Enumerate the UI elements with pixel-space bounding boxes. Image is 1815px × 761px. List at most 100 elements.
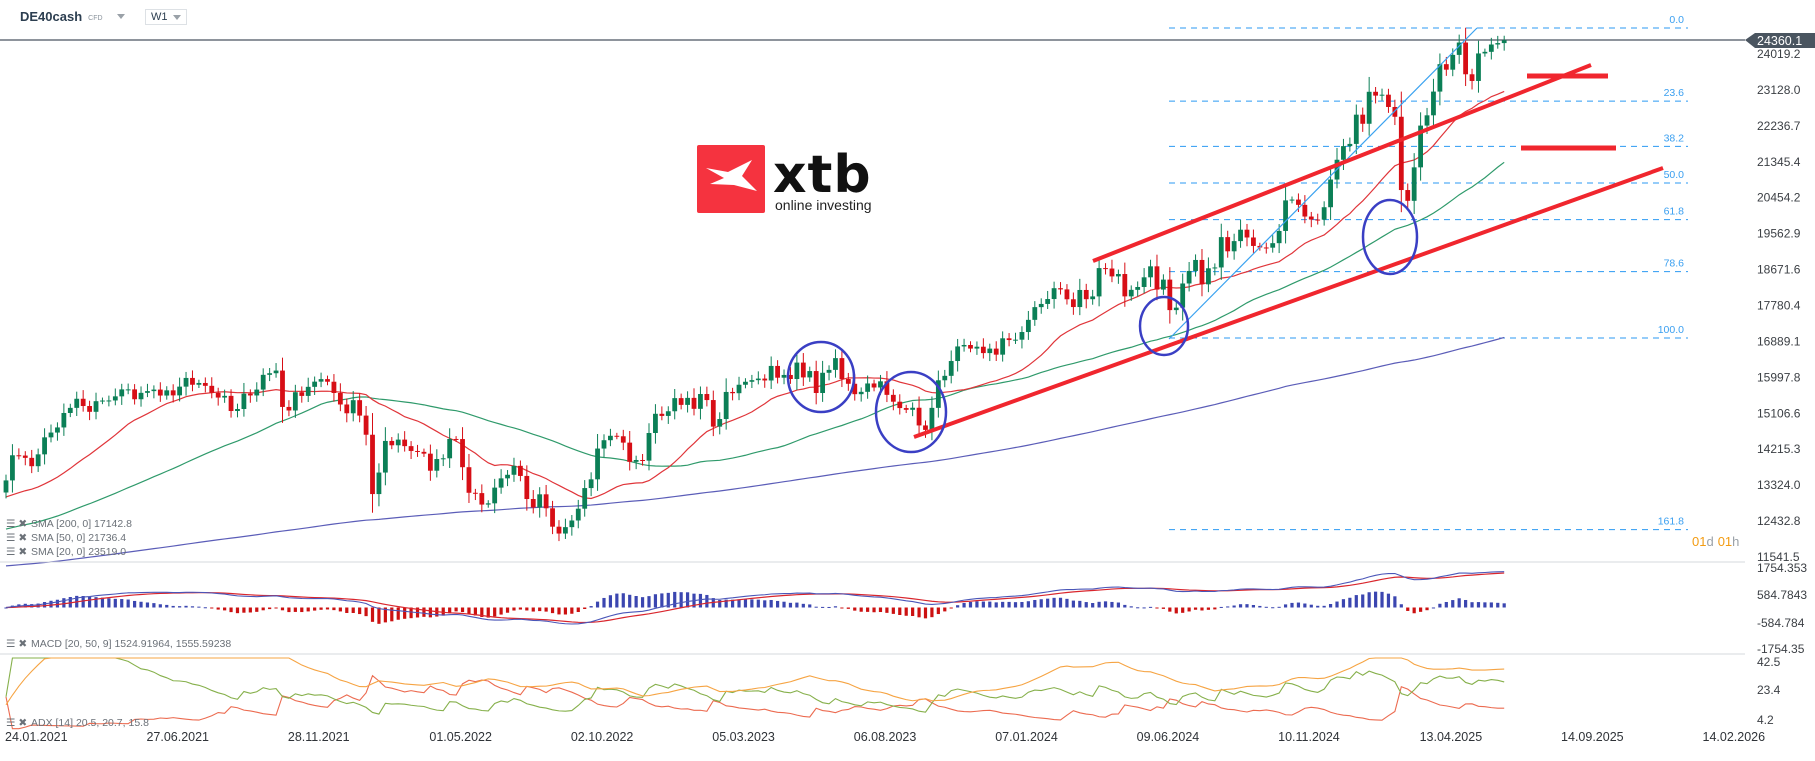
candle-body [48, 432, 54, 438]
symbol-selector[interactable]: DE40cash CFD [20, 9, 125, 24]
candle [1109, 259, 1115, 283]
candle [35, 448, 41, 472]
price-tick-label: 14215.3 [1757, 442, 1801, 456]
candle-body [665, 411, 671, 416]
candle-body [1469, 74, 1475, 81]
macd-histogram-bar [338, 607, 342, 612]
price-tick-label: 15106.6 [1757, 406, 1801, 420]
candle-body [1141, 277, 1147, 287]
macd-histogram-bar [1103, 601, 1108, 608]
candle-body [170, 390, 176, 396]
candle [241, 382, 247, 417]
macd-histogram-bar [1271, 607, 1275, 609]
legend-sma20[interactable]: ☰ ✖ SMA [20, 0] 23519.0 [6, 546, 126, 558]
macd-histogram-bar [840, 607, 844, 609]
macd-histogram-bar [1438, 603, 1442, 608]
candle [16, 448, 22, 460]
candle [1135, 281, 1141, 297]
price-axis[interactable]: 24019.2 23128.0 22236.7 21345.4 20454.2 19562… [1757, 47, 1807, 727]
legend-adx[interactable]: ☰ ✖ ADX [14] 20.5, 20.7, 15.8 [6, 717, 149, 729]
macd-histogram-bar [467, 607, 471, 615]
date-axis[interactable]: 24.01.2021 27.06.2021 28.11.2021 01.05.2022… [5, 730, 1765, 744]
candle-body [1045, 299, 1051, 304]
price-tick-label: 22236.7 [1757, 119, 1801, 133]
menu-icon[interactable]: ☰ ✖ [6, 518, 27, 530]
menu-icon[interactable]: ☰ ✖ [6, 546, 27, 558]
candle-body [305, 386, 311, 396]
candle-body [537, 494, 543, 508]
timeframe-value: W1 [151, 11, 168, 23]
channel-upper-line[interactable] [1092, 63, 1592, 263]
candle-body [698, 394, 703, 409]
macd-signal-line [5, 572, 1505, 624]
candle [768, 356, 774, 389]
candle [524, 465, 530, 511]
candle-body [672, 398, 678, 412]
legend-sma50[interactable]: ☰ ✖ SMA [50, 0] 21736.4 [6, 532, 126, 544]
macd-histogram-bar [1213, 607, 1217, 610]
candle [807, 366, 813, 382]
highlight-circle[interactable] [1361, 198, 1419, 276]
fib-level-label: 100.0 [1658, 324, 1684, 336]
legend-macd[interactable]: ☰ ✖ MACD [20, 50, 9] 1524.91964, 1555.592… [6, 638, 231, 650]
candle-body [55, 427, 60, 433]
candle-body [550, 508, 555, 527]
candle-body [10, 455, 15, 481]
menu-icon[interactable]: ☰ ✖ [6, 638, 27, 650]
price-tick-label: 12432.8 [1757, 514, 1801, 528]
highlight-circle[interactable] [786, 340, 856, 414]
macd-histogram-bar [145, 602, 150, 608]
candle [1308, 211, 1314, 228]
candle [1154, 254, 1160, 301]
candle-body [1032, 307, 1038, 320]
candle-body [1193, 259, 1198, 271]
macd-histogram-bar [1367, 592, 1371, 608]
price-tick-label: 13324.0 [1757, 478, 1801, 492]
candle-body [235, 408, 240, 412]
drawings[interactable] [786, 27, 1664, 454]
candle-body [106, 400, 112, 402]
highlight-circle[interactable] [874, 370, 948, 454]
macd-tick-label: 1754.353 [1757, 561, 1807, 575]
highlight-circle[interactable] [1138, 295, 1190, 357]
menu-icon[interactable]: ☰ ✖ [6, 717, 27, 729]
candle [1000, 331, 1006, 362]
legend-sma200[interactable]: ☰ ✖ SMA [200, 0] 17142.8 [6, 518, 132, 530]
macd-histogram-bar [460, 607, 465, 613]
candle [826, 365, 832, 381]
candle-body [1206, 268, 1211, 285]
candle-body [1315, 219, 1321, 221]
candle-body [929, 407, 935, 430]
candle-body [1302, 204, 1308, 217]
candle [247, 389, 253, 403]
macd-histogram-bar [178, 606, 182, 608]
candle [376, 463, 382, 507]
candle-body [222, 395, 228, 398]
candle [190, 370, 195, 392]
candle [1476, 40, 1481, 93]
menu-icon[interactable]: ☰ ✖ [6, 532, 27, 544]
channel-lower-line[interactable] [913, 166, 1664, 439]
macd-histogram-bar [872, 607, 876, 613]
trend-line-blue[interactable] [1168, 27, 1478, 340]
candle-body [421, 451, 427, 454]
date-tick-label: 28.11.2021 [288, 730, 350, 744]
macd-histogram-bar [1425, 607, 1429, 611]
candle [691, 388, 697, 416]
candle [1212, 263, 1218, 276]
price-tag-shape [1745, 33, 1815, 48]
candle-body [1006, 338, 1012, 341]
macd-histogram-bar [409, 607, 413, 619]
candle-body [145, 391, 150, 393]
chevron-down-icon[interactable] [116, 14, 125, 19]
candle-body [1161, 279, 1166, 290]
macd-histogram-bar [158, 604, 162, 608]
candle-body [286, 406, 292, 411]
macd-histogram-bar [956, 605, 960, 608]
candle [119, 383, 125, 405]
candle-body [942, 375, 948, 381]
date-tick-label: 27.06.2021 [146, 730, 209, 744]
macd-histogram-bar [229, 607, 233, 613]
timeframe-select[interactable]: W1 [145, 9, 187, 25]
